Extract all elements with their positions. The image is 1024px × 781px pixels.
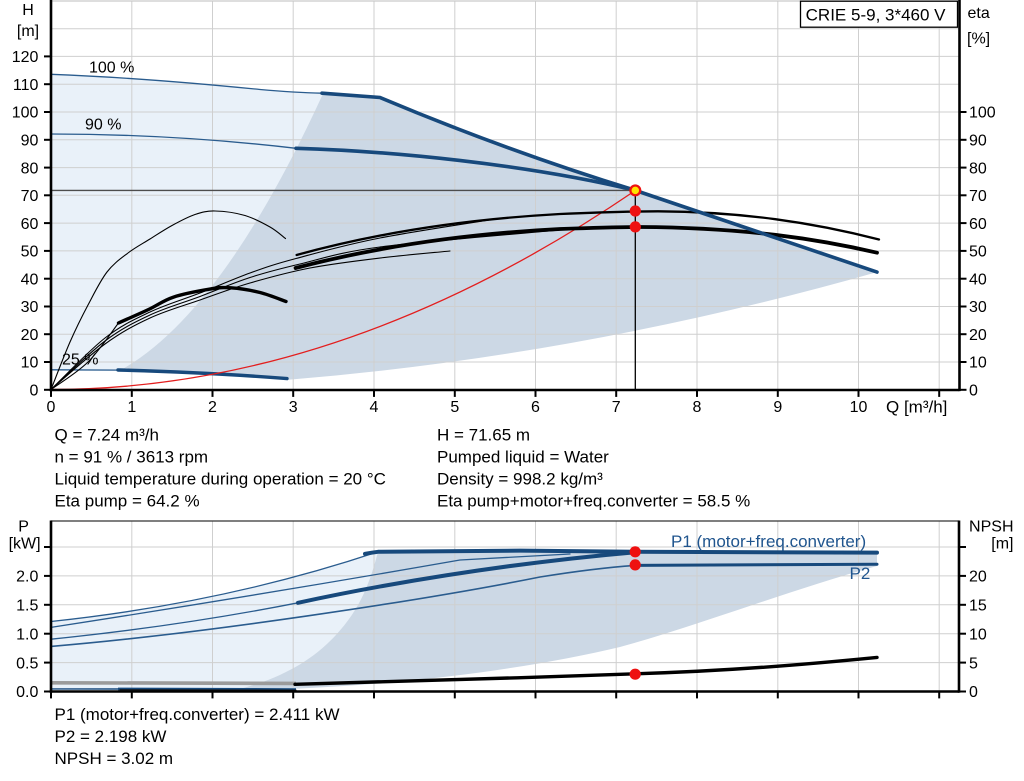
svg-text:Pumped liquid = Water: Pumped liquid = Water [437,448,609,467]
svg-text:6: 6 [531,399,540,416]
svg-text:7: 7 [612,399,621,416]
svg-text:P1 (motor+freq.converter) = 2.: P1 (motor+freq.converter) = 2.411 kW [55,705,340,724]
svg-text:60: 60 [969,216,987,233]
svg-text:20: 20 [969,327,987,344]
svg-text:2: 2 [208,399,217,416]
svg-text:2.0: 2.0 [16,569,38,586]
svg-text:H: H [22,2,34,19]
svg-text:[m]: [m] [991,536,1013,553]
svg-text:20: 20 [21,327,39,344]
svg-text:H = 71.65 m: H = 71.65 m [437,426,530,445]
svg-text:[m]: [m] [17,23,39,40]
svg-text:110: 110 [13,77,39,94]
svg-text:Eta pump+motor+freq.converter: Eta pump+motor+freq.converter = 58.5 % [437,492,750,511]
svg-text:20: 20 [969,569,987,586]
svg-text:0: 0 [969,684,978,701]
svg-text:n = 91 % / 3613 rpm: n = 91 % / 3613 rpm [55,448,209,467]
svg-text:0: 0 [29,383,38,400]
svg-text:1: 1 [127,399,136,416]
svg-text:50: 50 [21,244,39,261]
svg-text:0.0: 0.0 [16,684,38,701]
svg-text:120: 120 [12,49,39,66]
svg-text:25 %: 25 % [62,352,98,369]
svg-text:Q [m³/h]: Q [m³/h] [886,398,947,417]
svg-text:1.5: 1.5 [16,598,38,615]
svg-text:50: 50 [969,244,987,261]
svg-text:8: 8 [693,399,702,416]
svg-text:0.5: 0.5 [16,655,38,672]
svg-text:10: 10 [969,355,987,372]
svg-text:P1 (motor+freq.converter): P1 (motor+freq.converter) [671,532,866,551]
svg-text:P2: P2 [850,564,871,583]
svg-text:0: 0 [47,399,56,416]
svg-text:10: 10 [969,626,987,643]
svg-text:CRIE 5-9, 3*460 V: CRIE 5-9, 3*460 V [806,6,947,25]
svg-text:10: 10 [850,399,868,416]
svg-text:NPSH: NPSH [969,518,1013,535]
svg-text:30: 30 [969,299,987,316]
svg-text:5: 5 [450,399,459,416]
svg-text:100: 100 [969,105,996,122]
svg-text:9: 9 [773,399,782,416]
svg-text:100 %: 100 % [89,60,134,77]
svg-text:90: 90 [21,133,39,150]
svg-text:80: 80 [969,160,987,177]
svg-text:10: 10 [21,355,39,372]
svg-text:0: 0 [969,383,978,400]
svg-text:40: 40 [969,271,987,288]
svg-text:40: 40 [21,271,39,288]
svg-text:Q = 7.24 m³/h: Q = 7.24 m³/h [55,426,159,445]
svg-text:1.0: 1.0 [16,626,38,643]
svg-text:100: 100 [12,105,39,122]
svg-text:90: 90 [969,133,987,150]
svg-text:60: 60 [21,216,39,233]
svg-text:15: 15 [969,598,987,615]
svg-text:[kW]: [kW] [9,536,41,553]
svg-text:80: 80 [21,160,39,177]
svg-text:P: P [18,519,29,536]
svg-text:Eta pump = 64.2 %: Eta pump = 64.2 % [55,492,200,511]
svg-text:Density = 998.2 kg/m³: Density = 998.2 kg/m³ [437,470,603,489]
svg-text:P2 = 2.198 kW: P2 = 2.198 kW [55,727,167,746]
svg-text:70: 70 [969,188,987,205]
svg-text:3: 3 [289,399,298,416]
svg-text:Liquid temperature during oper: Liquid temperature during operation = 20… [55,470,386,489]
svg-text:30: 30 [21,299,39,316]
svg-text:5: 5 [969,655,978,672]
svg-text:[%]: [%] [967,31,990,48]
svg-text:eta: eta [968,5,990,22]
svg-text:NPSH = 3.02 m: NPSH = 3.02 m [55,749,174,768]
svg-text:70: 70 [21,188,39,205]
svg-text:4: 4 [370,399,379,416]
svg-text:90 %: 90 % [85,117,121,134]
